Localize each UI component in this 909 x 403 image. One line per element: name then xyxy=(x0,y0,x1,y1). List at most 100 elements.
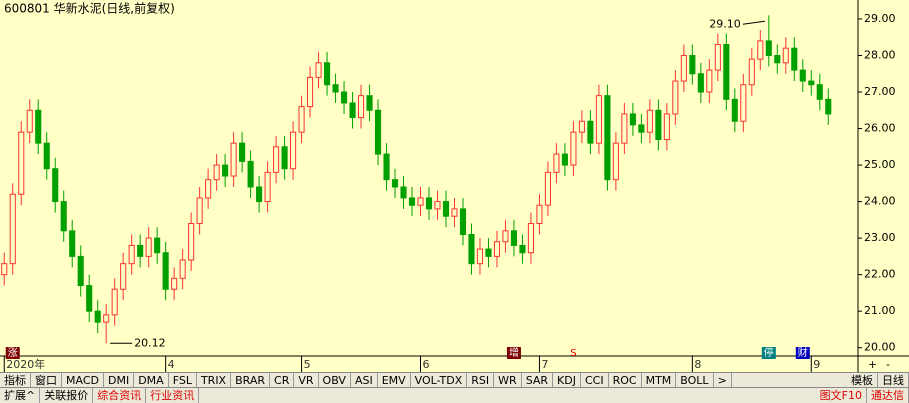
candle-body xyxy=(400,186,407,199)
tab[interactable]: 扩展^ xyxy=(0,388,41,403)
tab[interactable]: 窗口 xyxy=(31,373,62,388)
tab[interactable]: VOL-TDX xyxy=(411,373,468,388)
x-tick-label: 9 xyxy=(813,358,820,371)
tab[interactable]: BOLL xyxy=(676,373,714,388)
candle-body xyxy=(612,142,619,181)
x-tick-label: 6 xyxy=(423,358,430,371)
candle-body xyxy=(256,186,263,203)
candle-body xyxy=(714,44,721,71)
chart: 600801 华新水泥(日线,前复权) 20.00 21.00 22.00 23.00… xyxy=(0,0,909,372)
tab[interactable]: ROC xyxy=(609,373,642,388)
tab[interactable]: CCI xyxy=(581,373,609,388)
tab[interactable]: OBV xyxy=(319,373,351,388)
candle-body xyxy=(86,285,93,312)
candle-body xyxy=(587,120,594,144)
candle-body xyxy=(196,197,203,225)
candle-body xyxy=(434,201,441,210)
chart-title: 600801 华新水泥(日线,前复权) xyxy=(4,1,175,16)
zoom-button: - xyxy=(886,358,890,371)
candle-body xyxy=(425,197,433,210)
tab[interactable]: TRIX xyxy=(197,373,232,388)
tab[interactable]: SAR xyxy=(522,373,554,388)
candle-body xyxy=(544,171,551,206)
candle-body xyxy=(510,230,517,246)
candle-body xyxy=(298,106,305,133)
candle-body xyxy=(60,201,67,232)
candle-body xyxy=(213,164,220,181)
candle-body xyxy=(179,259,186,279)
tab[interactable]: DMI xyxy=(104,373,135,388)
event-marker-box xyxy=(506,347,521,359)
candle-body xyxy=(417,197,424,206)
tab[interactable]: KDJ xyxy=(553,373,581,388)
tab[interactable]: > xyxy=(714,373,732,388)
candle-body xyxy=(205,179,212,199)
candle-body xyxy=(154,237,161,254)
tab[interactable]: MTM xyxy=(642,373,677,388)
candle-body xyxy=(468,233,475,265)
candle-body xyxy=(808,80,815,86)
event-marker: 财 xyxy=(798,346,808,359)
candle-body xyxy=(145,237,152,257)
candle-body xyxy=(35,109,42,144)
candle-body xyxy=(757,40,764,60)
tab[interactable]: 模板 xyxy=(847,373,878,388)
y-tick-label: 29.00 xyxy=(864,12,896,25)
tab[interactable]: WR xyxy=(494,373,522,388)
tab[interactable]: RSI xyxy=(467,373,495,388)
y-tick-label: 24.00 xyxy=(864,195,896,208)
candle-body xyxy=(137,244,144,257)
candle-body xyxy=(680,54,687,82)
tab[interactable]: FSL xyxy=(169,373,197,388)
candle-body xyxy=(553,153,560,173)
x-tick-label: 2020年 xyxy=(6,357,45,371)
event-marker: 增 xyxy=(509,346,519,359)
candle-body xyxy=(646,109,653,133)
x-tick-label: 7 xyxy=(541,358,548,371)
tab[interactable]: CR xyxy=(270,373,295,388)
tab[interactable]: BRAR xyxy=(231,373,271,388)
info-bar: 扩展^ 关联报价 综合资讯 行业资讯 图文F10 通达信 xyxy=(0,387,909,403)
tab[interactable]: 通达信 xyxy=(867,388,909,403)
candle-body xyxy=(697,73,704,93)
candle-body xyxy=(442,201,450,217)
tab[interactable]: 综合资讯 xyxy=(93,388,147,403)
candle-body xyxy=(519,244,526,254)
candle-body xyxy=(281,146,288,170)
tab[interactable]: EMV xyxy=(378,373,411,388)
tab[interactable]: ASI xyxy=(351,373,378,388)
candle-body xyxy=(69,230,76,257)
annotation-arrow xyxy=(742,20,765,25)
candle-body xyxy=(188,223,195,261)
candle-body xyxy=(731,98,738,122)
tab[interactable]: MACD xyxy=(62,373,104,388)
tab[interactable]: DMA xyxy=(134,373,169,388)
tab[interactable]: 关联报价 xyxy=(40,388,94,403)
candle-body xyxy=(476,248,484,265)
candle-body xyxy=(383,153,390,181)
event-marker: 停 xyxy=(764,346,774,359)
tab[interactable]: 指标 xyxy=(0,373,31,388)
candle-body xyxy=(672,80,679,115)
tab[interactable]: 日线 xyxy=(878,373,909,388)
candle-body xyxy=(723,44,730,100)
event-marker-box xyxy=(761,347,776,359)
candle-body xyxy=(94,310,101,323)
candle-body xyxy=(315,62,322,78)
candle-body xyxy=(621,113,628,144)
candle-body xyxy=(663,113,670,140)
candle-body xyxy=(825,98,832,115)
y-tick-label: 25.00 xyxy=(864,158,896,171)
candle-body xyxy=(324,62,331,86)
candle-body xyxy=(561,153,568,166)
tab[interactable]: 行业资讯 xyxy=(146,388,200,403)
tab[interactable]: 图文F10 xyxy=(816,388,867,403)
candle-body xyxy=(791,47,798,71)
candle-body xyxy=(638,124,645,133)
candle-body xyxy=(1,263,8,276)
candle-body xyxy=(111,288,118,316)
candle-body xyxy=(18,131,25,195)
tab[interactable]: VR xyxy=(294,373,319,388)
candle-body xyxy=(655,109,662,140)
candle-body xyxy=(748,58,755,86)
